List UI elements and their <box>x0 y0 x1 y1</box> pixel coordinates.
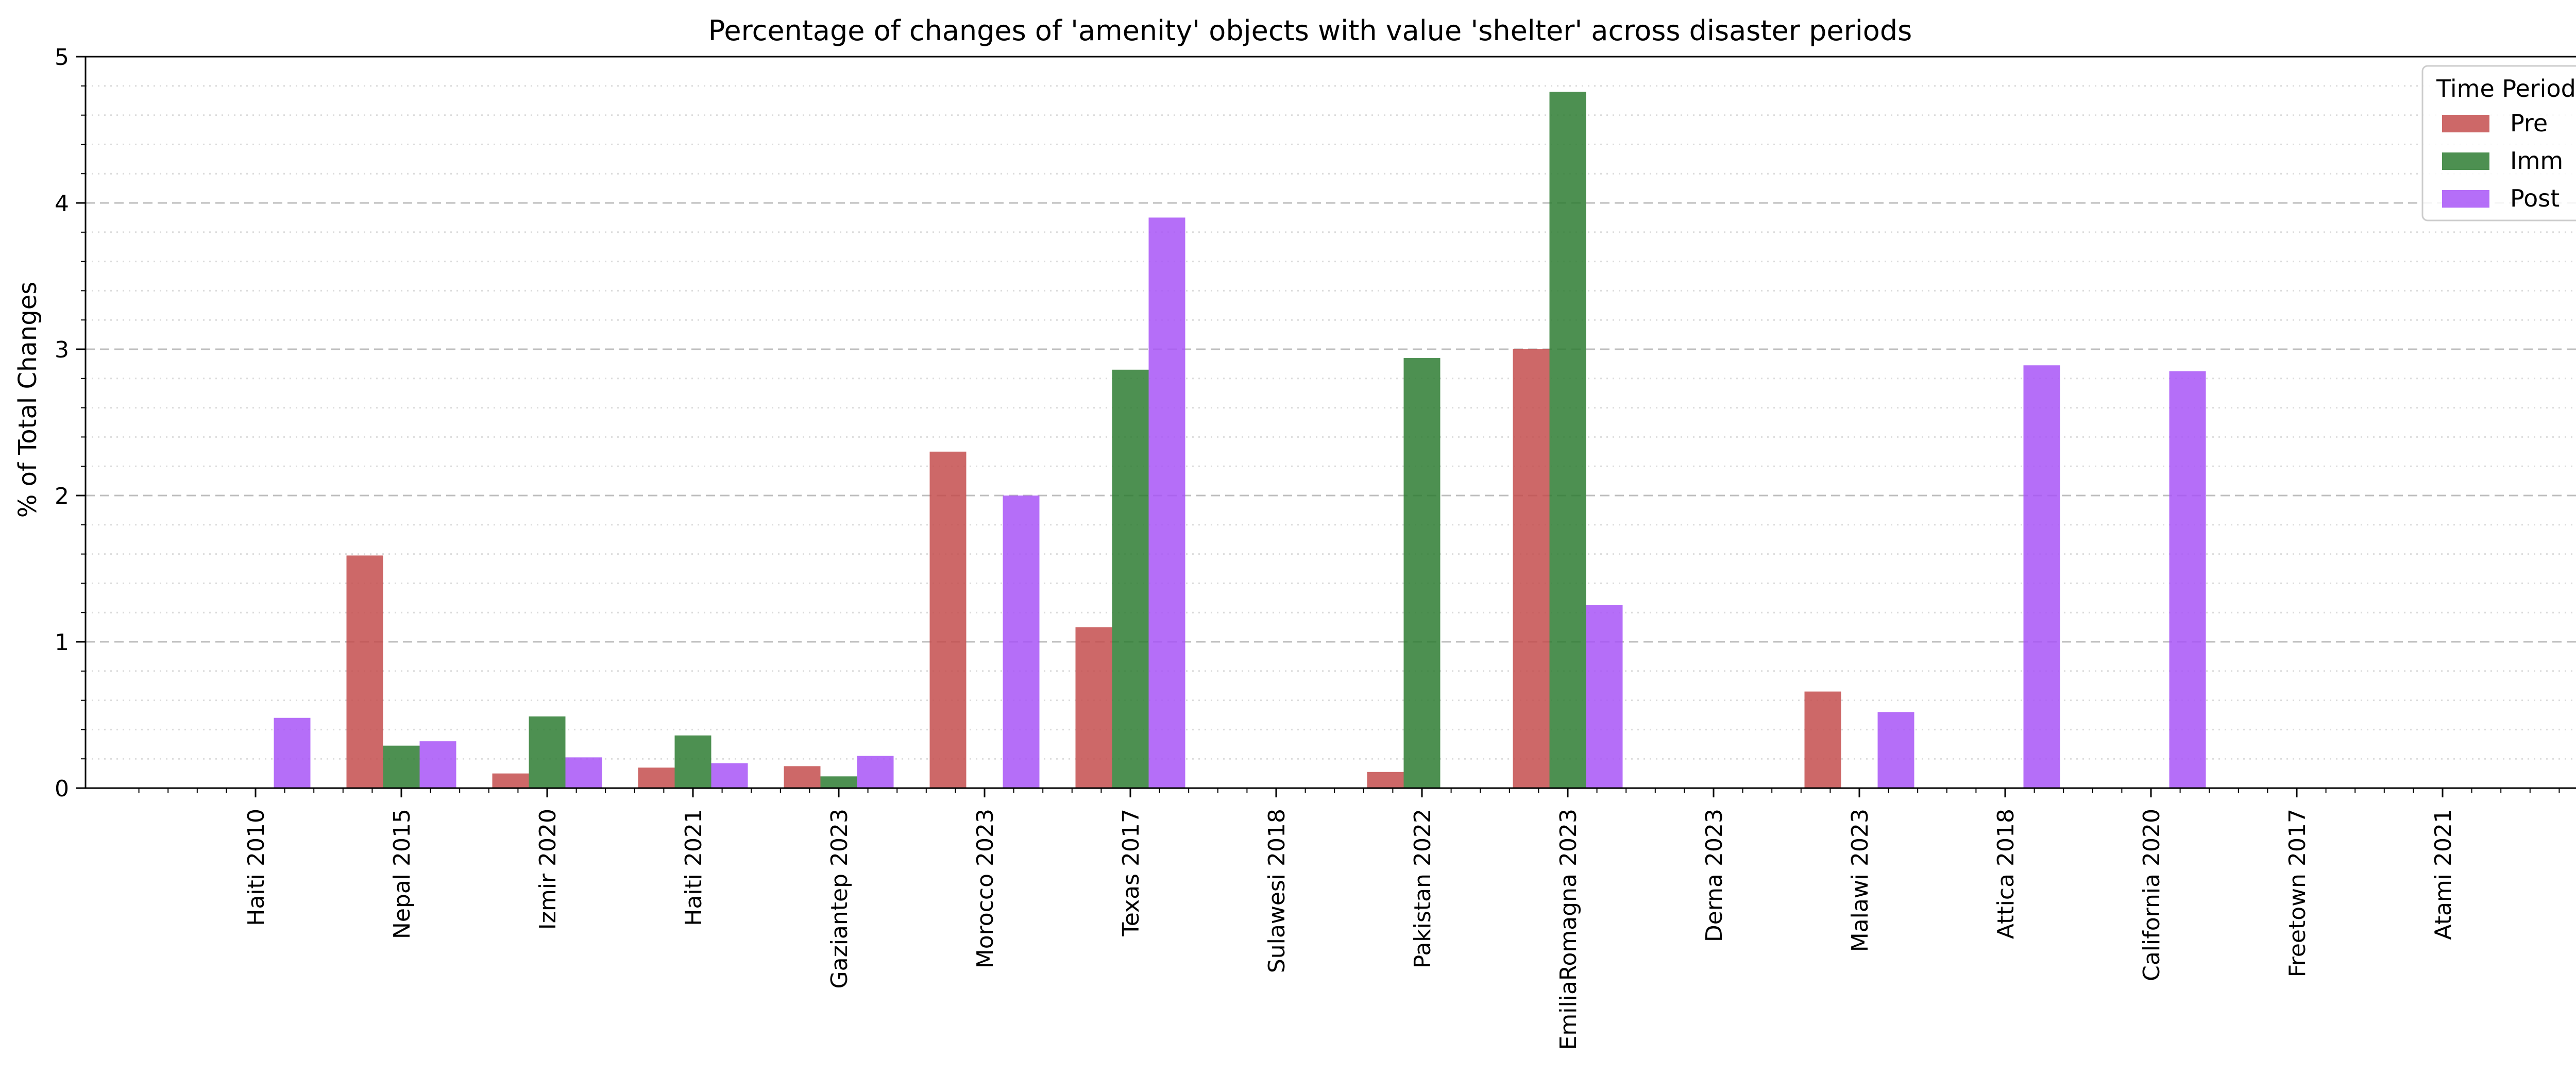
x-tick-label: Derna 2023 <box>1701 809 1727 942</box>
x-tick-label: Haiti 2010 <box>243 809 269 926</box>
bar-post <box>2023 365 2060 788</box>
bar-imm <box>1549 92 1586 788</box>
bar-pre <box>346 555 383 788</box>
x-tick-label: Malawi 2023 <box>1847 809 1873 952</box>
bar-pre <box>1513 349 1550 788</box>
x-tick-label: Morocco 2023 <box>972 809 998 968</box>
bar-imm <box>529 716 566 788</box>
bars-layer <box>274 92 2206 788</box>
legend-label-post: Post <box>2510 184 2560 212</box>
bar-post <box>1003 496 1040 788</box>
legend-swatch-pre <box>2442 115 2489 132</box>
bar-post <box>857 756 894 788</box>
bar-post <box>1877 712 1914 788</box>
legend-frame <box>2421 65 2576 221</box>
x-tick-label: Attica 2018 <box>1993 809 2019 939</box>
bar-pre <box>1075 627 1112 788</box>
bar-pre <box>929 451 967 788</box>
bar-pre <box>492 773 529 788</box>
bar-post <box>274 718 311 788</box>
legend-title: Time Period <box>2436 75 2576 103</box>
x-tick-label: Sulawesi 2018 <box>1264 809 1290 973</box>
y-tick-label: 3 <box>55 337 69 363</box>
bar-post <box>565 757 602 788</box>
bar-post <box>2169 371 2206 788</box>
x-tick-label: Gaziantep 2023 <box>826 809 853 988</box>
legend-label-imm: Imm <box>2510 147 2563 175</box>
y-axis-label: % of Total Changes <box>13 282 42 518</box>
bar-imm <box>674 735 711 788</box>
bar-imm <box>1403 358 1440 788</box>
bar-post <box>1148 217 1185 788</box>
bar-pre <box>1804 691 1841 788</box>
chart-title: Percentage of changes of 'amenity' objec… <box>708 14 1912 47</box>
y-tick-label: 0 <box>55 776 69 802</box>
x-tick-label: Izmir 2020 <box>535 809 561 930</box>
bar-imm <box>383 745 420 788</box>
bar-imm <box>1112 369 1149 788</box>
x-tick-label: California 2020 <box>2139 809 2165 981</box>
bar-post <box>1586 605 1623 788</box>
y-tick-label: 1 <box>55 629 69 656</box>
x-tick-label: Haiti 2021 <box>681 809 707 926</box>
x-tick-label: EmiliaRomagna 2023 <box>1555 809 1582 1050</box>
bar-post <box>419 741 456 788</box>
bar-pre <box>1367 772 1404 788</box>
bar-pre <box>784 766 821 788</box>
legend-label-pre: Pre <box>2510 109 2548 137</box>
y-tick-label: 2 <box>55 483 69 509</box>
legend-swatch-post <box>2442 190 2489 208</box>
legend: Time Period Pre Imm Post <box>2421 65 2576 221</box>
axes-layer: 0 1 2 3 4 5 Haiti 2010 Nepal 2015 Izmir 2020 Hait… <box>55 44 2576 1050</box>
x-tick-label: Pakistan 2022 <box>1410 809 1436 968</box>
x-tick-label: Atami 2021 <box>2430 809 2456 940</box>
x-tick-label: Texas 2017 <box>1118 809 1144 937</box>
y-tick-label: 5 <box>55 44 69 71</box>
bar-pre <box>638 767 675 788</box>
y-tick-label: 4 <box>55 191 69 217</box>
bar-imm <box>820 776 857 788</box>
x-tick-label: Freetown 2017 <box>2284 809 2311 977</box>
plot-frame <box>84 56 2576 789</box>
legend-swatch-imm <box>2442 152 2489 170</box>
x-tick-label: Nepal 2015 <box>389 809 415 939</box>
bar-post <box>711 763 748 788</box>
